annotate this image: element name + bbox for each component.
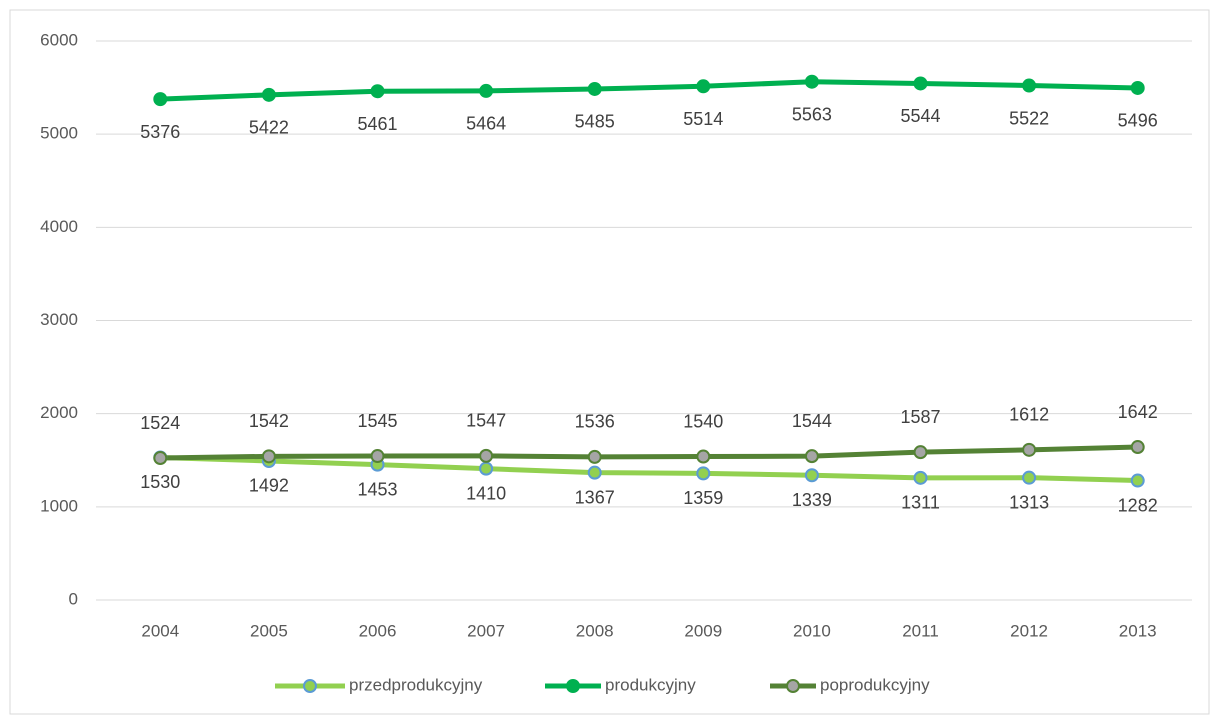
data-label: 1311	[901, 493, 940, 513]
y-tick-label: 2000	[40, 403, 78, 422]
x-tick-label: 2007	[467, 621, 505, 640]
series-line	[160, 444, 1138, 461]
legend-marker	[566, 679, 580, 693]
marker	[696, 449, 711, 464]
data-label: 1612	[1009, 405, 1049, 425]
marker	[913, 76, 928, 91]
series-line	[160, 454, 1138, 484]
x-tick-label: 2010	[793, 621, 831, 640]
x-tick-label: 2009	[684, 621, 722, 640]
data-label: 1359	[683, 488, 723, 508]
marker	[479, 461, 494, 476]
legend-label: przedprodukcyjny	[349, 675, 483, 694]
data-label: 1367	[575, 487, 615, 507]
marker	[1022, 442, 1037, 457]
data-label: 1545	[357, 411, 397, 431]
data-label: 1642	[1118, 402, 1158, 422]
marker	[804, 468, 819, 483]
marker	[261, 87, 276, 102]
data-label: 1339	[792, 490, 832, 510]
data-label: 5544	[900, 106, 940, 126]
series-line	[160, 79, 1138, 102]
y-tick-label: 3000	[40, 310, 78, 329]
data-label: 1544	[792, 411, 832, 431]
legend-label: poprodukcyjny	[820, 675, 930, 694]
marker	[696, 466, 711, 481]
data-label: 1536	[575, 412, 615, 432]
x-tick-label: 2011	[902, 621, 939, 640]
data-label: 1587	[900, 407, 940, 427]
data-label: 5464	[466, 114, 506, 134]
marker	[1022, 470, 1037, 485]
marker	[1130, 80, 1145, 95]
x-tick-label: 2008	[576, 621, 614, 640]
marker	[370, 449, 385, 464]
data-label: 1282	[1118, 495, 1158, 515]
data-label: 5514	[683, 109, 723, 129]
data-label: 5376	[140, 122, 180, 142]
data-label: 1313	[1009, 492, 1049, 512]
marker	[804, 449, 819, 464]
data-label: 5485	[575, 112, 615, 132]
marker	[153, 92, 168, 107]
data-label: 5422	[249, 118, 289, 138]
marker	[1130, 440, 1145, 455]
y-tick-label: 1000	[40, 496, 78, 515]
marker	[913, 470, 928, 485]
marker	[1130, 473, 1145, 488]
marker	[913, 445, 928, 460]
legend-label: produkcyjny	[605, 675, 696, 694]
y-tick-label: 4000	[40, 217, 78, 236]
data-label: 1524	[140, 413, 180, 433]
data-label: 1453	[357, 479, 397, 499]
marker	[587, 465, 602, 480]
marker	[479, 448, 494, 463]
data-label: 5496	[1118, 111, 1158, 131]
x-tick-label: 2012	[1010, 621, 1048, 640]
data-label: 1542	[249, 411, 289, 431]
y-tick-label: 0	[69, 589, 78, 608]
x-tick-label: 2005	[250, 621, 288, 640]
x-tick-label: 2006	[359, 621, 397, 640]
marker	[370, 84, 385, 99]
data-label: 1547	[466, 411, 506, 431]
marker	[587, 81, 602, 96]
chart-border	[9, 9, 1210, 715]
x-tick-label: 2013	[1119, 621, 1157, 640]
marker	[479, 83, 494, 98]
data-label: 5563	[792, 104, 832, 124]
data-label: 1540	[683, 411, 723, 431]
marker	[261, 449, 276, 464]
x-tick-label: 2004	[141, 621, 179, 640]
marker	[587, 449, 602, 464]
marker	[804, 74, 819, 89]
marker	[696, 79, 711, 94]
marker	[1022, 78, 1037, 93]
legend-marker	[786, 679, 800, 693]
y-tick-label: 6000	[40, 30, 78, 49]
data-label: 1530	[140, 472, 180, 492]
data-label: 1410	[466, 483, 506, 503]
y-tick-label: 5000	[40, 124, 78, 143]
data-label: 5461	[357, 114, 397, 134]
legend-marker	[303, 679, 317, 693]
data-label: 5522	[1009, 108, 1049, 128]
data-label: 1492	[249, 476, 289, 496]
marker	[153, 451, 168, 466]
